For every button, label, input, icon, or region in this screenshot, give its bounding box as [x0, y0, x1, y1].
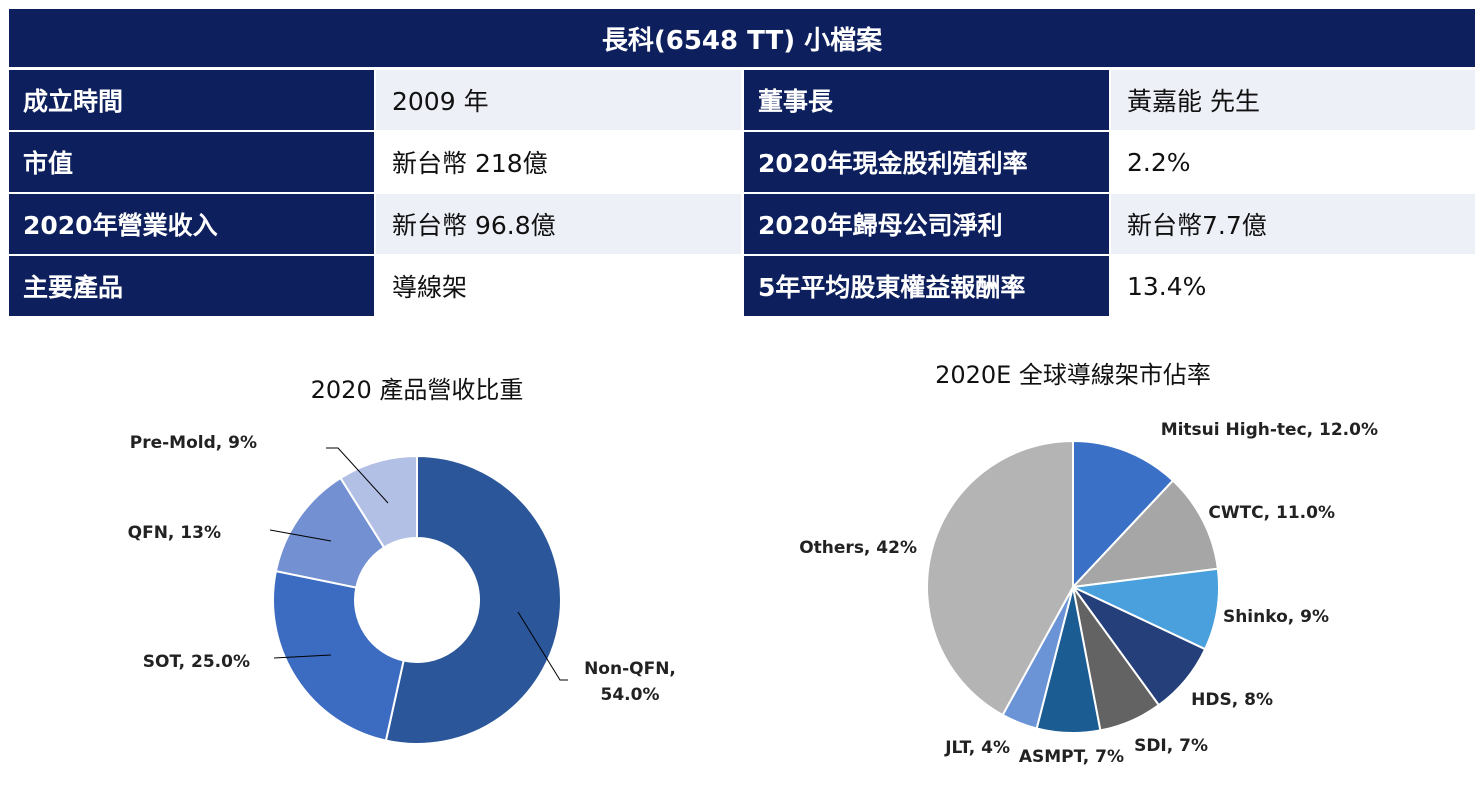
pie-chart-title: 2020E 全球導線架市佔率	[935, 361, 1211, 389]
product-revenue-donut-chart: 2020 產品營收比重 Non-QFN, 54.0% SOT, 25.0% QFN, …	[128, 376, 676, 745]
value-dividend-yield: 2.2%	[1111, 132, 1475, 192]
market-share-pie-chart: 2020E 全球導線架市佔率 Mitsui High-tec, 12.0% CWT…	[799, 361, 1378, 767]
label-market-cap: 市值	[9, 132, 374, 192]
value-market-cap: 新台幣 218億	[376, 132, 741, 192]
label-asmpt: ASMPT, 7%	[1019, 747, 1124, 767]
slice-non-qfn	[384, 454, 562, 745]
leader-line-pre-mold	[326, 447, 389, 504]
value-founded: 2009 年	[376, 70, 741, 130]
value-net-income: 新台幣7.7億	[1111, 194, 1475, 254]
value-roe: 13.4%	[1111, 256, 1475, 316]
label-shinko: Shinko, 9%	[1223, 607, 1329, 627]
label-non-qfn: Non-QFN, 54.0%	[584, 659, 676, 705]
slice-mitsui-high-tec	[1072, 439, 1175, 590]
label-revenue: 2020年營業收入	[9, 194, 374, 254]
value-chairman: 黃嘉能 先生	[1111, 70, 1475, 130]
label-sot: SOT, 25.0%	[143, 652, 250, 672]
label-net-income: 2020年歸母公司淨利	[744, 194, 1109, 254]
donut-chart-title: 2020 產品營收比重	[311, 376, 524, 404]
label-hds: HDS, 8%	[1191, 690, 1273, 710]
label-sdi: SDI, 7%	[1134, 736, 1208, 756]
label-jlt: JLT, 4%	[944, 738, 1010, 758]
label-mitsui-high-tec: Mitsui High-tec, 12.0%	[1161, 420, 1378, 440]
slice-others	[926, 439, 1074, 717]
label-others: Others, 42%	[799, 538, 917, 558]
label-roe: 5年平均股東權益報酬率	[744, 256, 1109, 316]
label-dividend-yield: 2020年現金股利殖利率	[744, 132, 1109, 192]
label-cwtc: CWTC, 11.0%	[1208, 503, 1335, 523]
leader-line-non-qfn	[517, 611, 568, 681]
value-main-product: 導線架	[376, 256, 741, 316]
leader-line-sot	[273, 654, 332, 659]
slice-shinko	[1069, 567, 1220, 651]
slice-sot	[272, 569, 405, 742]
label-chairman: 董事長	[744, 70, 1109, 130]
page-title: 長科(6548 TT) 小檔案	[9, 9, 1475, 67]
slice-pre-mold	[339, 454, 418, 549]
leader-line-qfn	[269, 529, 332, 542]
value-revenue: 新台幣 96.8億	[376, 194, 741, 254]
label-pre-mold: Pre-Mold, 9%	[130, 433, 257, 453]
slice-cwtc	[1070, 479, 1219, 589]
label-founded: 成立時間	[9, 70, 374, 130]
label-qfn: QFN, 13%	[128, 523, 221, 543]
label-main-product: 主要產品	[9, 256, 374, 316]
